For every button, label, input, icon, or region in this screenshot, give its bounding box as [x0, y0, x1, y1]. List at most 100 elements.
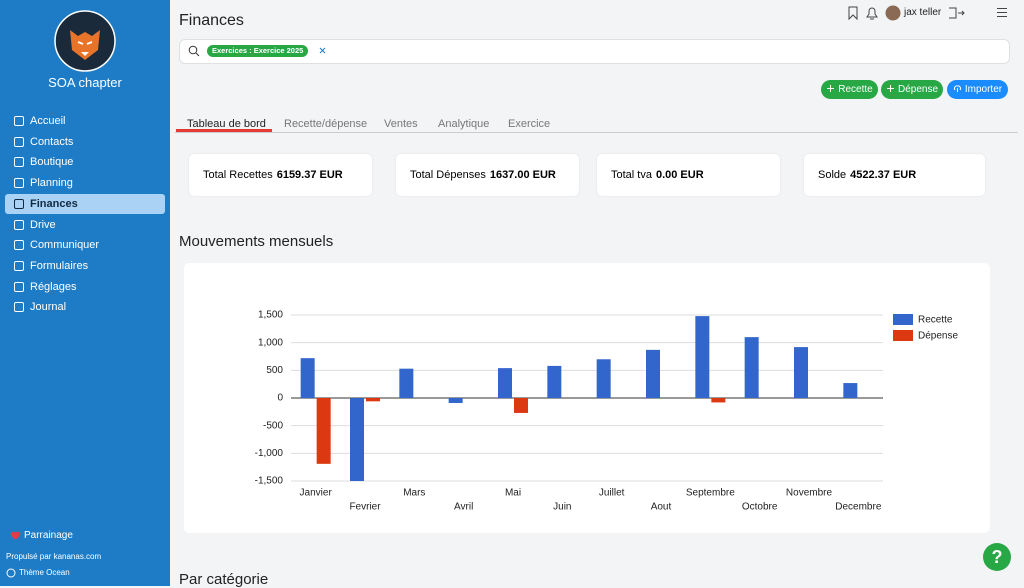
y-tick-label: -500 — [263, 420, 283, 431]
action-button[interactable]: Importer — [947, 80, 1008, 99]
powered-by: Propulsé par kananas.com — [6, 552, 102, 561]
tab-divider — [175, 132, 1018, 133]
chart: 1,500 1,000 500 0 -500 -1,000 -1,500 Janvier Fev… — [255, 310, 959, 513]
button-icon — [886, 85, 894, 92]
bar — [448, 398, 463, 403]
menu-label: Journal — [30, 301, 67, 314]
user-name[interactable]: jax teller — [904, 7, 942, 18]
x-tick-label: Octobre — [742, 502, 778, 513]
logo — [54, 10, 116, 72]
x-tick-label: Juillet — [599, 488, 625, 499]
tab[interactable]: Tableau de bord — [187, 118, 266, 130]
brand: SOA chapter — [48, 75, 122, 90]
section-title: Mouvements mensuels — [179, 233, 334, 250]
menu-icon — [14, 178, 24, 189]
summary-card: Total tva 0.00 EUR — [597, 154, 780, 196]
filter-chip: Exercices : Exercice 2025 — [207, 45, 309, 57]
menu-item[interactable]: Accueil — [5, 111, 165, 131]
bar — [646, 349, 660, 398]
menu-item[interactable]: Drive — [5, 215, 165, 235]
x-tick-label: Janvier — [300, 488, 333, 499]
icon-shape — [827, 85, 835, 92]
action-button[interactable]: Recette — [821, 80, 878, 99]
x-tick-label: Aout — [651, 502, 672, 513]
tab[interactable]: Analytique — [438, 118, 490, 130]
menu-item[interactable]: Communiquer — [5, 235, 165, 255]
bar — [695, 316, 710, 398]
x-tick-label: Mai — [505, 488, 521, 499]
theme-link[interactable]: Thème Ocean — [19, 568, 70, 577]
bar — [366, 398, 380, 402]
legend-label: Recette — [918, 315, 953, 326]
menu-label: Formulaires — [30, 259, 89, 272]
bookmark-icon[interactable] — [848, 6, 858, 21]
bar — [843, 383, 858, 398]
top-icons — [848, 5, 965, 21]
menu-icon — [14, 281, 24, 292]
legend-swatch — [893, 330, 913, 341]
menu-label: Contacts — [30, 135, 74, 148]
y-tick-label: -1,500 — [255, 476, 284, 487]
logout-icon[interactable] — [949, 7, 965, 19]
menu-label: Communiquer — [30, 239, 100, 252]
icon-shape — [14, 281, 24, 292]
heart-icon — [10, 531, 21, 540]
x-tick-label: Novembre — [786, 488, 833, 499]
icon-shape — [14, 136, 24, 147]
menu-item[interactable]: Contacts — [5, 132, 165, 152]
card-value: 4522.37 EUR — [850, 169, 917, 181]
tab[interactable]: Recette/dépense — [284, 118, 368, 130]
bar — [596, 359, 611, 398]
referral-link[interactable]: Parrainage — [24, 530, 73, 541]
menu-item[interactable]: Journal — [5, 297, 165, 317]
bar — [794, 347, 808, 398]
bar — [399, 368, 414, 398]
menu-item[interactable]: Boutique — [5, 152, 165, 172]
legend-label: Dépense — [918, 331, 958, 342]
help-button[interactable]: ? — [983, 543, 1011, 571]
card-label: Total Recettes — [203, 169, 273, 181]
menu-label: Accueil — [30, 115, 66, 127]
button-label: Recette — [838, 84, 873, 95]
menu-icon — [14, 198, 24, 209]
avatar[interactable] — [885, 5, 901, 21]
y-tick-label: 1,000 — [258, 337, 283, 348]
theme-icon — [6, 568, 16, 578]
chart-card: 1,500 1,000 500 0 -500 -1,000 -1,500 Janvier Fev… — [184, 263, 990, 533]
menu-label: Boutique — [30, 156, 74, 169]
tab[interactable]: Exercice — [508, 118, 551, 130]
icon-shape — [14, 260, 24, 271]
y-tick-label: 0 — [277, 393, 283, 404]
menu-label: Finances — [30, 197, 78, 210]
tab[interactable]: Ventes — [384, 118, 418, 130]
legend-swatch — [893, 314, 913, 325]
search-bar[interactable]: Exercices : Exercice 2025 — [179, 39, 1010, 64]
chip-remove[interactable] — [319, 47, 326, 54]
icon-shape — [14, 198, 24, 209]
menu-item[interactable]: Planning — [5, 173, 165, 193]
menu-item[interactable]: Finances — [5, 193, 165, 214]
menu-icon — [14, 240, 24, 251]
icon-shape — [14, 219, 24, 230]
button-label: Dépense — [897, 84, 939, 95]
menu-item[interactable]: Formulaires — [5, 256, 165, 276]
x-tick-label: Juin — [553, 502, 571, 513]
menu-icon — [14, 219, 24, 230]
menu-label: Planning — [30, 177, 73, 190]
page-title: Finances — [179, 12, 244, 29]
icon-shape — [14, 116, 24, 126]
menu-label: Drive — [30, 218, 56, 231]
menu-item[interactable]: Réglages — [5, 277, 165, 297]
action-button[interactable]: Dépense — [881, 80, 943, 99]
x-tick-label: Decembre — [835, 502, 882, 513]
x-tick-label: Mars — [403, 488, 425, 499]
bell-icon[interactable] — [866, 7, 878, 20]
menu-icon[interactable] — [996, 7, 1008, 18]
bar — [547, 365, 562, 398]
x-tick-label: Septembre — [686, 488, 735, 499]
card-value: 0.00 EUR — [655, 169, 704, 181]
menu-label: Réglages — [30, 280, 77, 293]
card-label: Solde — [818, 169, 847, 181]
bar — [711, 398, 726, 403]
